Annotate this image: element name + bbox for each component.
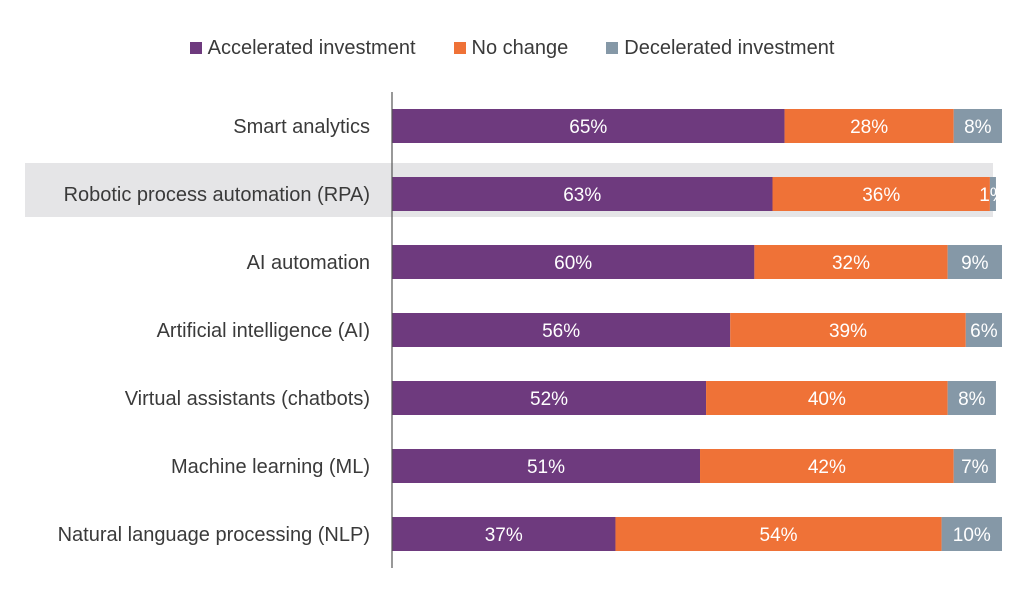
bar-segment — [392, 109, 785, 143]
data-label: 36% — [862, 185, 900, 206]
category-label: Artificial intelligence (AI) — [157, 320, 370, 342]
data-label: 32% — [832, 253, 870, 274]
bar-segment — [392, 517, 616, 551]
category-label: Machine learning (ML) — [171, 456, 370, 478]
data-label: 65% — [569, 117, 607, 138]
data-label: 7% — [961, 457, 989, 478]
data-label: 39% — [829, 321, 867, 342]
data-label: 8% — [964, 117, 992, 138]
category-label: Virtual assistants (chatbots) — [125, 388, 370, 410]
data-label: 52% — [530, 389, 568, 410]
bar-segment — [772, 177, 990, 211]
legend-item-decelerated: Decelerated investment — [606, 37, 834, 60]
bar-segment — [392, 245, 755, 279]
data-label: 37% — [485, 525, 523, 546]
data-label: 54% — [760, 525, 798, 546]
legend-label-accelerated: Accelerated investment — [207, 36, 416, 59]
bar-segment — [392, 313, 731, 347]
data-label: 9% — [961, 253, 989, 274]
data-label: 8% — [958, 389, 986, 410]
category-label: Robotic process automation (RPA) — [64, 184, 370, 206]
bar-segment — [392, 449, 701, 483]
bar-segment — [615, 517, 942, 551]
bar-segment — [989, 177, 996, 211]
data-label: 51% — [527, 457, 565, 478]
legend-swatch-no-change — [453, 42, 466, 54]
bar-segment — [706, 381, 948, 415]
data-label: 10% — [953, 525, 991, 546]
chart-legend: Accelerated investment No change Deceler… — [0, 34, 1024, 62]
data-label: 1% — [979, 185, 1007, 206]
category-label: Smart analytics — [233, 116, 370, 138]
legend-swatch-decelerated — [606, 42, 619, 54]
data-label: 60% — [554, 253, 592, 274]
bar-segment — [941, 517, 1002, 551]
bar-segment — [392, 177, 773, 211]
data-label: 63% — [563, 185, 601, 206]
bar-segment — [953, 449, 996, 483]
data-label: 56% — [542, 321, 580, 342]
bar-segment — [947, 381, 996, 415]
bar-segment — [965, 313, 1002, 347]
bar-segment — [730, 313, 966, 347]
legend-label-decelerated: Decelerated investment — [624, 36, 835, 59]
bar-segment — [700, 449, 954, 483]
bar-segment — [784, 109, 954, 143]
bar-segment — [392, 381, 707, 415]
bar-segment — [947, 245, 1002, 279]
legend-label-no-change: No change — [471, 36, 569, 59]
legend-swatch-accelerated — [189, 42, 202, 54]
data-label: 42% — [808, 457, 846, 478]
category-label: AI automation — [247, 252, 370, 274]
bar-segment — [754, 245, 948, 279]
bar-segment — [953, 109, 1002, 143]
data-label: 6% — [970, 321, 998, 342]
data-label: 40% — [808, 389, 846, 410]
category-label: Natural language processing (NLP) — [58, 524, 370, 546]
legend-item-no-change: No change — [453, 36, 569, 60]
data-label: 28% — [850, 117, 888, 138]
legend-item-accelerated: Accelerated investment — [189, 36, 416, 60]
